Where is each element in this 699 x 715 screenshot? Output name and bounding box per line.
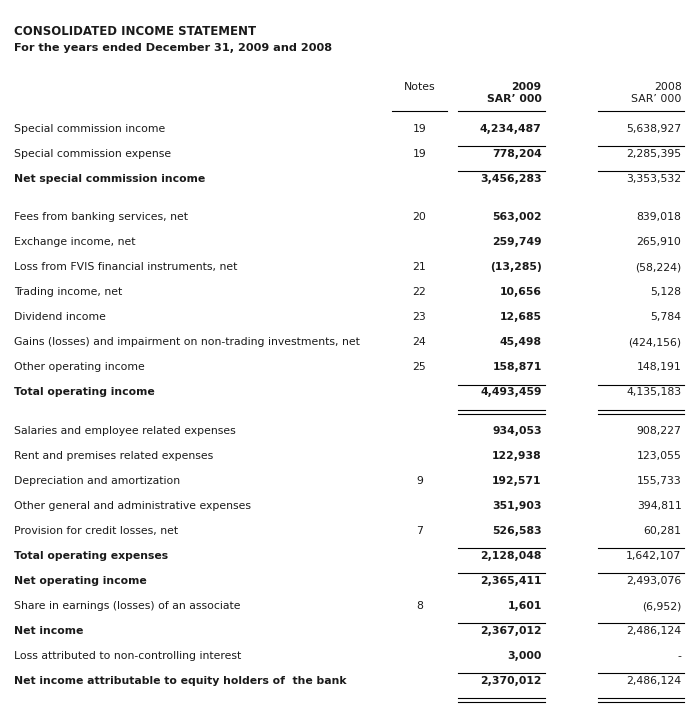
Text: 778,204: 778,204 xyxy=(492,149,542,159)
Text: 2,370,012: 2,370,012 xyxy=(480,676,542,686)
Text: 9: 9 xyxy=(416,476,423,486)
Text: 563,002: 563,002 xyxy=(492,212,542,222)
Text: Other general and administrative expenses: Other general and administrative expense… xyxy=(14,501,251,511)
Text: 24: 24 xyxy=(412,337,426,347)
Text: -: - xyxy=(677,651,682,661)
Text: 45,498: 45,498 xyxy=(500,337,542,347)
Text: Loss from FVIS financial instruments, net: Loss from FVIS financial instruments, ne… xyxy=(14,262,238,272)
Text: (13,285): (13,285) xyxy=(490,262,542,272)
Text: 25: 25 xyxy=(412,363,426,373)
Text: (6,952): (6,952) xyxy=(642,601,682,611)
Text: Notes: Notes xyxy=(403,82,435,92)
Text: 3,456,283: 3,456,283 xyxy=(480,174,542,184)
Text: Trading income, net: Trading income, net xyxy=(14,287,122,297)
Text: Total operating expenses: Total operating expenses xyxy=(14,551,168,561)
Text: Exchange income, net: Exchange income, net xyxy=(14,237,136,247)
Text: Net special commission income: Net special commission income xyxy=(14,174,206,184)
Text: SAR’ 000: SAR’ 000 xyxy=(631,94,682,104)
Text: 351,903: 351,903 xyxy=(492,501,542,511)
Text: 23: 23 xyxy=(412,312,426,322)
Text: Net income: Net income xyxy=(14,626,83,636)
Text: 60,281: 60,281 xyxy=(644,526,682,536)
Text: 1,601: 1,601 xyxy=(507,601,542,611)
Text: Salaries and employee related expenses: Salaries and employee related expenses xyxy=(14,426,236,436)
Text: 2,285,395: 2,285,395 xyxy=(626,149,682,159)
Text: 192,571: 192,571 xyxy=(492,476,542,486)
Text: 265,910: 265,910 xyxy=(637,237,682,247)
Text: 2,367,012: 2,367,012 xyxy=(480,626,542,636)
Text: 3,000: 3,000 xyxy=(507,651,542,661)
Text: 2008: 2008 xyxy=(654,82,682,92)
Text: Rent and premises related expenses: Rent and premises related expenses xyxy=(14,451,213,461)
Text: 2,365,411: 2,365,411 xyxy=(480,576,542,586)
Text: 1,642,107: 1,642,107 xyxy=(626,551,682,561)
Text: For the years ended December 31, 2009 and 2008: For the years ended December 31, 2009 an… xyxy=(14,43,332,53)
Text: 2,486,124: 2,486,124 xyxy=(626,626,682,636)
Text: 148,191: 148,191 xyxy=(637,363,682,373)
Text: 5,128: 5,128 xyxy=(651,287,682,297)
Text: 8: 8 xyxy=(416,601,423,611)
Text: 2,486,124: 2,486,124 xyxy=(626,676,682,686)
Text: 394,811: 394,811 xyxy=(637,501,682,511)
Text: Special commission income: Special commission income xyxy=(14,124,165,134)
Text: 10,656: 10,656 xyxy=(500,287,542,297)
Text: (424,156): (424,156) xyxy=(628,337,682,347)
Text: Depreciation and amortization: Depreciation and amortization xyxy=(14,476,180,486)
Text: 19: 19 xyxy=(412,124,426,134)
Text: Share in earnings (losses) of an associate: Share in earnings (losses) of an associa… xyxy=(14,601,240,611)
Text: Provision for credit losses, net: Provision for credit losses, net xyxy=(14,526,178,536)
Text: 20: 20 xyxy=(412,212,426,222)
Text: 259,749: 259,749 xyxy=(492,237,542,247)
Text: Special commission expense: Special commission expense xyxy=(14,149,171,159)
Text: 123,055: 123,055 xyxy=(637,451,682,461)
Text: 908,227: 908,227 xyxy=(637,426,682,436)
Text: Gains (losses) and impairment on non-trading investments, net: Gains (losses) and impairment on non-tra… xyxy=(14,337,360,347)
Text: 934,053: 934,053 xyxy=(492,426,542,436)
Text: 4,234,487: 4,234,487 xyxy=(480,124,542,134)
Text: Other operating income: Other operating income xyxy=(14,363,145,373)
Text: 155,733: 155,733 xyxy=(637,476,682,486)
Text: 122,938: 122,938 xyxy=(492,451,542,461)
Text: 19: 19 xyxy=(412,149,426,159)
Text: 2009: 2009 xyxy=(512,82,542,92)
Text: 158,871: 158,871 xyxy=(492,363,542,373)
Text: 12,685: 12,685 xyxy=(500,312,542,322)
Text: 4,135,183: 4,135,183 xyxy=(626,388,682,398)
Text: 7: 7 xyxy=(416,526,423,536)
Text: 526,583: 526,583 xyxy=(492,526,542,536)
Text: 3,353,532: 3,353,532 xyxy=(626,174,682,184)
Text: 4,493,459: 4,493,459 xyxy=(480,388,542,398)
Text: (58,224): (58,224) xyxy=(635,262,682,272)
Text: 2,493,076: 2,493,076 xyxy=(626,576,682,586)
Text: CONSOLIDATED INCOME STATEMENT: CONSOLIDATED INCOME STATEMENT xyxy=(14,25,256,38)
Text: Total operating income: Total operating income xyxy=(14,388,154,398)
Text: Net income attributable to equity holders of  the bank: Net income attributable to equity holder… xyxy=(14,676,347,686)
Text: Fees from banking services, net: Fees from banking services, net xyxy=(14,212,188,222)
Text: 22: 22 xyxy=(412,287,426,297)
Text: Net operating income: Net operating income xyxy=(14,576,147,586)
Text: 5,638,927: 5,638,927 xyxy=(626,124,682,134)
Text: Dividend income: Dividend income xyxy=(14,312,106,322)
Text: 21: 21 xyxy=(412,262,426,272)
Text: 839,018: 839,018 xyxy=(637,212,682,222)
Text: 2,128,048: 2,128,048 xyxy=(480,551,542,561)
Text: SAR’ 000: SAR’ 000 xyxy=(487,94,542,104)
Text: Loss attributed to non-controlling interest: Loss attributed to non-controlling inter… xyxy=(14,651,241,661)
Text: 5,784: 5,784 xyxy=(651,312,682,322)
